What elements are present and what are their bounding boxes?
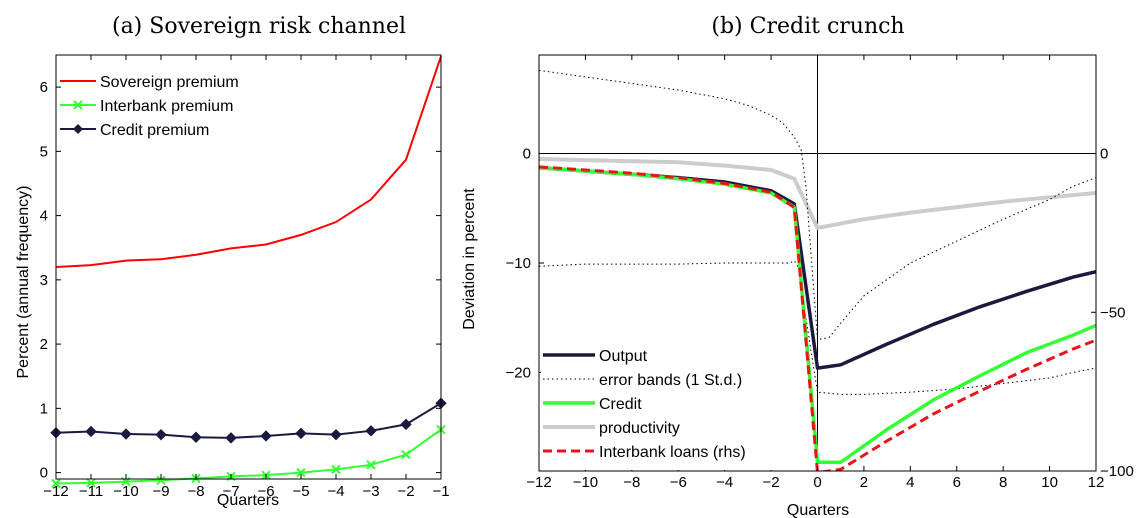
panel-a-series [50, 55, 447, 489]
x-tick-label: 12 [1088, 474, 1105, 491]
data-point [400, 418, 412, 431]
interbank-premium-line [55, 428, 442, 485]
legend-label: Credit [599, 396, 642, 413]
panel-b-title: (b) Credit crunch [711, 14, 904, 39]
legend-label: Interbank loans (rhs) [599, 444, 746, 461]
data-point [296, 467, 306, 478]
data-point [155, 428, 167, 441]
sovereign-premium-line [55, 55, 442, 268]
panel-b-ticks: −12 −10 −8 −6 −4 −2 0 2 4 6 8 10 12−20−100−100−500 [506, 55, 1134, 491]
data-point [85, 425, 97, 438]
data-point [190, 431, 202, 443]
x-tick-label: −6 [670, 474, 687, 491]
x-tick-label: −10 [573, 474, 598, 491]
productivity-line [539, 157, 1096, 230]
data-point [86, 478, 96, 488]
y-tick-label: 0 [523, 146, 531, 163]
data-point [365, 425, 377, 437]
x-tick-label: −1 [432, 483, 449, 500]
credit-line [539, 166, 1096, 464]
data-point [260, 430, 272, 442]
x-tick-label: 8 [999, 474, 1007, 491]
legend-item: productivity [543, 420, 680, 437]
y-tick-label: −20 [506, 364, 531, 381]
panel-a-title: (a) Sovereign risk channel [112, 14, 406, 39]
panel-a-ylabel: Percent (annual frequency) [15, 186, 32, 379]
data-point [401, 449, 411, 460]
x-tick-label: −4 [716, 474, 733, 491]
data-point [120, 428, 132, 440]
y-tick-label: 6 [40, 79, 48, 96]
x-tick-label: 6 [953, 474, 961, 491]
y-tick-label: 2 [40, 336, 48, 353]
panel-a-xlabel: Quarters [217, 492, 279, 509]
x-tick-label: −10 [113, 483, 138, 500]
data-point [225, 432, 237, 444]
panel-sovereign-risk-channel: (a) Sovereign risk channel −12 −11 −10 −9 −8… [15, 14, 450, 509]
legend-label: error bands (1 St.d.) [599, 372, 742, 389]
panel-b-ylabel: Deviation in percent [461, 188, 478, 330]
y2-tick-label: 0 [1100, 146, 1108, 163]
panel-b-reference-lines [539, 55, 1096, 471]
panel-credit-crunch: (b) Credit crunch −12 −10 −8 −6 −4 −2 0 2 4 6 8 10 1… [461, 14, 1134, 518]
panel-a-legend: Sovereign premium Interbank premium Credit… [60, 74, 239, 139]
legend-item: Interbank premium [60, 98, 233, 115]
y-tick-label: 3 [40, 272, 48, 289]
x-tick-label: 2 [860, 474, 868, 491]
x-tick-label: −8 [187, 483, 204, 500]
x-tick-label: −7 [222, 483, 239, 500]
legend-label: Interbank premium [100, 98, 233, 115]
legend-item: Credit [543, 396, 642, 413]
panel-a-plot-frame [55, 54, 442, 480]
legend-item: Interbank loans (rhs) [543, 444, 746, 461]
y2-tick-label: −100 [1100, 463, 1134, 480]
y-tick-label: 1 [40, 400, 48, 417]
legend-label: Credit premium [100, 122, 209, 139]
x-tick-label: −3 [362, 483, 379, 500]
data-point [295, 427, 307, 440]
x-tick-label: −8 [623, 474, 640, 491]
interbank-loans-rhs-line [539, 165, 1096, 471]
legend-label: Output [599, 348, 648, 365]
x-tick-label: −12 [43, 483, 68, 500]
legend-box [541, 343, 787, 470]
data-point [330, 428, 342, 441]
x-tick-label: −9 [152, 483, 169, 500]
legend-label: Sovereign premium [100, 74, 239, 91]
x-tick-label: −6 [257, 483, 274, 500]
data-point [366, 460, 376, 470]
panel-b-legend: Output error bands (1 St.d.) Credit product… [541, 343, 787, 470]
legend-label: productivity [599, 420, 680, 437]
x-tick-label: 10 [1041, 474, 1058, 491]
x-tick-label: 0 [813, 474, 821, 491]
legend-item: Output [543, 348, 648, 365]
legend-item: Credit premium [60, 122, 209, 139]
x-tick-label: −11 [79, 483, 103, 500]
y2-tick-label: −50 [1100, 304, 1125, 321]
error-bands-1-st-d-line [539, 69, 1096, 341]
panel-b-xlabel: Quarters [787, 502, 849, 518]
y-tick-label: 4 [40, 208, 48, 225]
x-tick-label: −2 [397, 483, 414, 500]
error-band-lower-line [539, 260, 1096, 395]
y-tick-label: 0 [40, 465, 48, 482]
panel-b-series [539, 69, 1096, 471]
x-tick-label: −2 [763, 474, 780, 491]
x-tick-label: −12 [526, 474, 551, 491]
x-tick-label: −5 [292, 483, 309, 500]
legend-item: error bands (1 St.d.) [543, 372, 742, 389]
data-point [331, 464, 341, 475]
legend-item: Sovereign premium [60, 74, 239, 91]
x-tick-label: 4 [906, 474, 914, 491]
x-tick-label: −4 [327, 483, 344, 500]
data-point [156, 475, 166, 485]
credit-premium-line [55, 402, 442, 439]
y-tick-label: −10 [506, 255, 531, 272]
y-tick-label: 5 [40, 143, 48, 160]
data-point [51, 478, 61, 489]
